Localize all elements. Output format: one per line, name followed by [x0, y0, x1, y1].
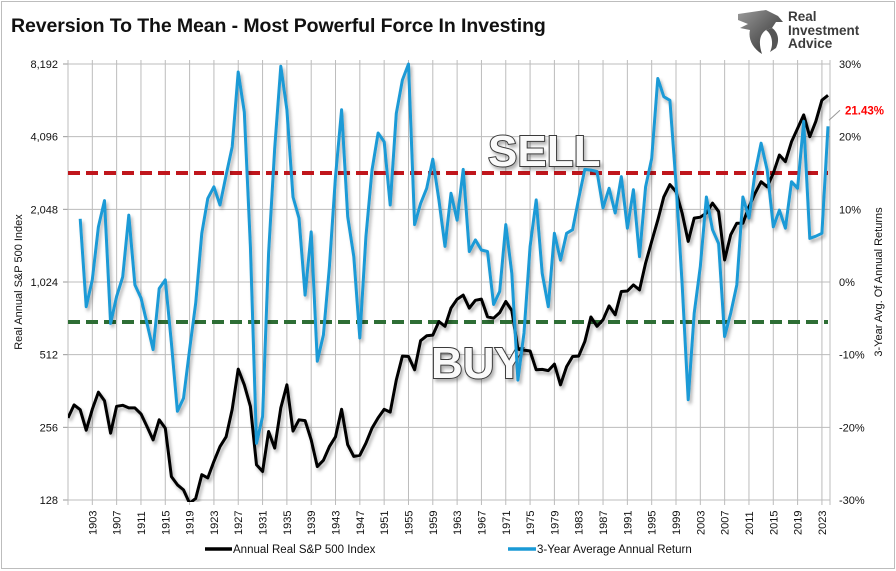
tick-labels: 128 256 512 1,024 2,048 4,096 8,192 -30% -20% -10… — [30, 59, 864, 535]
series-lines — [68, 62, 830, 502]
left-axis-label: Real Annual S&P 500 Index — [13, 214, 25, 350]
x-tick-label: 1931 — [258, 511, 270, 535]
x-tick-label: 1947 — [355, 511, 367, 535]
logo: Real Investment Advice — [736, 8, 886, 56]
x-tick-label: 1943 — [331, 511, 343, 535]
annotation-label: 21.43% — [845, 105, 884, 117]
x-tick-label: 1983 — [574, 511, 586, 535]
right-tick-label: -10% — [839, 350, 865, 362]
x-tick-label: 2019 — [793, 511, 805, 535]
x-tick-label: 2023 — [817, 511, 829, 535]
x-tick-label: 2007 — [720, 511, 732, 535]
chart-title: Reversion To The Mean - Most Powerful Fo… — [11, 15, 546, 37]
x-tick-label: 1927 — [233, 511, 245, 535]
left-tick-label: 128 — [40, 495, 58, 507]
x-tick-label: 1991 — [622, 511, 634, 535]
left-tick-label: 512 — [40, 350, 58, 362]
left-tick-label: 8,192 — [30, 59, 58, 71]
x-tick-label: 1987 — [598, 511, 610, 535]
x-tick-label: 1911 — [136, 511, 148, 535]
annotation: 21.43% — [828, 105, 884, 121]
right-axis-label: 3-Year Avg. Of Annual Returns — [873, 207, 885, 357]
legend-label-3yr: 3-Year Average Annual Return — [537, 544, 692, 556]
x-tick-label: 2003 — [695, 511, 707, 535]
x-tick-label: 1963 — [452, 511, 464, 535]
x-tick-label: 1935 — [282, 511, 294, 535]
x-tick-label: 1975 — [525, 511, 537, 535]
logo-line: Real — [788, 9, 817, 24]
x-tick-label: 2011 — [744, 511, 756, 535]
gridlines — [63, 60, 831, 505]
x-tick-label: 1995 — [647, 511, 659, 535]
sell-label: SELL — [488, 127, 600, 176]
right-tick-label: 10% — [839, 204, 861, 216]
left-tick-label: 1,024 — [30, 277, 58, 289]
x-tick-label: 1919 — [185, 511, 197, 535]
sp500-index-line — [68, 94, 829, 502]
x-tick-label: 2015 — [768, 511, 780, 535]
right-tick-label: 0% — [839, 277, 855, 289]
x-tick-label: 1967 — [476, 511, 488, 535]
legend-label-sp500: Annual Real S&P 500 Index — [233, 544, 376, 556]
right-tick-label: 30% — [839, 59, 861, 71]
logo-line: Advice — [788, 36, 833, 51]
buy-label: BUY — [431, 339, 524, 388]
legend: Annual Real S&P 500 Index 3-Year Average… — [205, 544, 692, 556]
x-tick-label: 1979 — [549, 511, 561, 535]
x-tick-label: 1951 — [379, 511, 391, 535]
eagle-logo-icon — [738, 10, 783, 54]
x-tick-label: 1915 — [160, 511, 172, 535]
reference-lines — [68, 171, 828, 324]
x-tick-label: 1939 — [306, 511, 318, 535]
left-tick-label: 256 — [40, 422, 58, 434]
x-tick-label: 1959 — [428, 511, 440, 535]
logo-text: Real Investment Advice — [788, 10, 859, 51]
x-tick-label: 1955 — [403, 511, 415, 535]
right-tick-label: 20% — [839, 132, 861, 144]
left-tick-label: 2,048 — [30, 204, 58, 216]
left-tick-label: 4,096 — [30, 132, 58, 144]
right-tick-label: -20% — [839, 422, 865, 434]
logo-line: Investment — [788, 22, 860, 38]
annotation-leader-line — [828, 109, 841, 121]
x-tick-label: 1971 — [501, 511, 513, 535]
x-tick-label: 1923 — [209, 511, 221, 535]
x-tick-label: 1999 — [671, 511, 683, 535]
x-tick-label: 1907 — [112, 511, 124, 535]
right-tick-label: -30% — [839, 495, 865, 507]
x-tick-label: 1903 — [87, 511, 99, 535]
three-year-return-line — [78, 62, 830, 445]
